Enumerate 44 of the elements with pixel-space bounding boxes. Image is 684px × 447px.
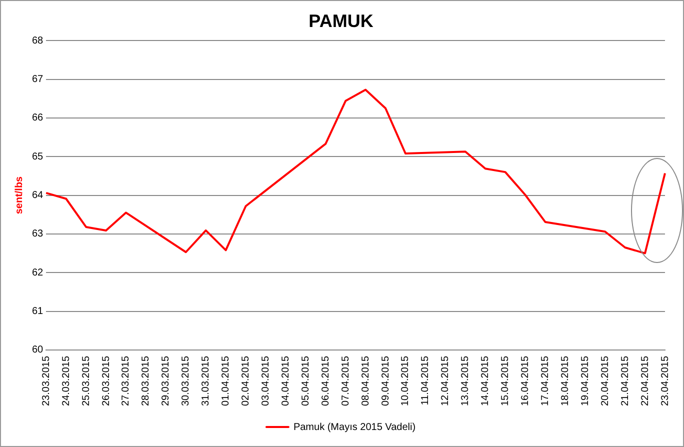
x-tick-label: 17.04.2015 xyxy=(540,356,551,406)
y-tick-label: 68 xyxy=(32,35,44,46)
x-tick-label: 19.04.2015 xyxy=(580,356,591,406)
x-tick-label: 04.04.2015 xyxy=(280,356,292,406)
x-tick-label: 23.04.2015 xyxy=(660,356,671,406)
x-tick-label: 01.04.2015 xyxy=(220,356,232,406)
y-tick-label: 62 xyxy=(32,267,44,278)
x-tick-label: 30.03.2015 xyxy=(180,356,192,406)
x-tick-label: 29.03.2015 xyxy=(160,356,172,406)
legend-label: Pamuk (Mayıs 2015 Vadeli) xyxy=(293,422,416,433)
x-tick-label: 18.04.2015 xyxy=(560,356,571,406)
x-tick-label: 07.04.2015 xyxy=(340,356,352,406)
x-tick-label: 21.04.2015 xyxy=(620,356,631,406)
x-tick-label: 03.04.2015 xyxy=(260,356,272,406)
y-tick-label: 63 xyxy=(32,228,44,240)
x-tick-label: 09.04.2015 xyxy=(380,356,392,406)
x-tick-label: 06.04.2015 xyxy=(320,356,332,406)
x-tick-label: 26.03.2015 xyxy=(100,356,112,406)
x-tick-label: 12.04.2015 xyxy=(440,356,452,406)
x-tick-label: 13.04.2015 xyxy=(460,356,472,406)
x-tick-label: 08.04.2015 xyxy=(360,356,372,406)
y-tick-label: 64 xyxy=(32,190,44,202)
x-tick-label: 23.03.2015 xyxy=(40,356,52,406)
x-tick-label: 02.04.2015 xyxy=(240,356,252,406)
x-tick-label: 16.04.2015 xyxy=(520,356,532,406)
y-tick-label: 67 xyxy=(32,74,44,86)
x-tick-label: 20.04.2015 xyxy=(600,356,611,406)
x-tick-label: 10.04.2015 xyxy=(400,356,412,406)
x-tick-label: 25.03.2015 xyxy=(80,356,92,406)
y-tick-label: 60 xyxy=(32,344,44,356)
x-tick-label: 31.03.2015 xyxy=(200,356,212,406)
x-tick-label: 24.03.2015 xyxy=(60,356,72,406)
x-tick-label: 05.04.2015 xyxy=(300,356,312,406)
y-axis-title: sent/lbs xyxy=(14,176,25,214)
x-tick-label: 11.04.2015 xyxy=(420,356,432,406)
x-tick-label: 28.03.2015 xyxy=(140,356,152,406)
y-tick-label: 61 xyxy=(32,306,44,318)
x-tick-label: 27.03.2015 xyxy=(120,356,132,406)
x-tick-label: 14.04.2015 xyxy=(480,356,492,406)
y-tick-label: 66 xyxy=(32,112,44,124)
chart-title: PAMUK xyxy=(308,10,374,31)
x-tick-label: 22.04.2015 xyxy=(640,356,651,406)
x-tick-label: 15.04.2015 xyxy=(500,356,512,406)
y-tick-label: 65 xyxy=(32,151,44,162)
